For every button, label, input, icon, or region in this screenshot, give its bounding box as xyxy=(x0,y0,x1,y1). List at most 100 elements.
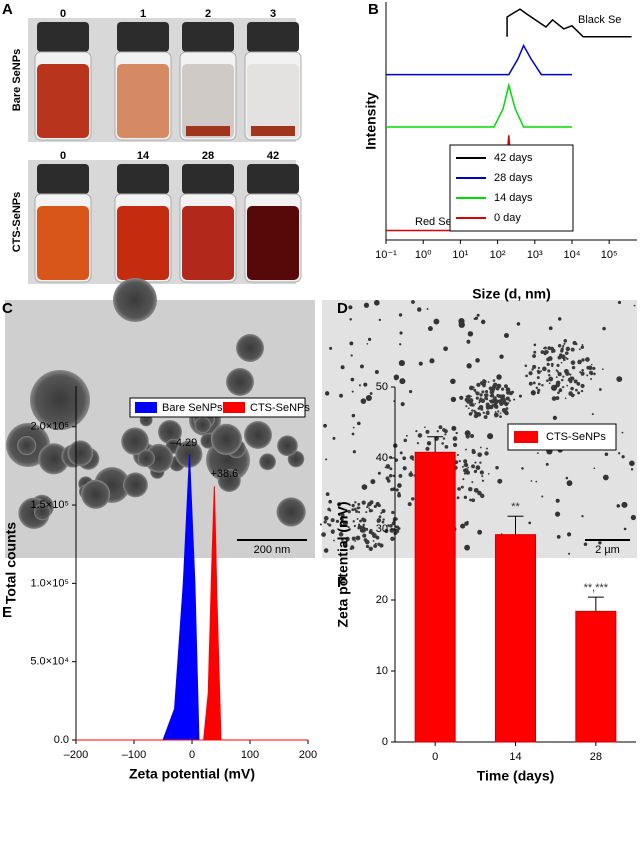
y-tick-label: 1.5×10⁵ xyxy=(30,499,69,511)
cluster xyxy=(479,446,482,449)
cluster xyxy=(560,347,564,352)
cluster xyxy=(408,472,414,477)
cluster xyxy=(442,437,446,440)
nanoparticle xyxy=(122,472,148,498)
particle xyxy=(530,390,536,396)
particle xyxy=(450,378,456,385)
cluster xyxy=(560,361,563,364)
cluster xyxy=(473,409,476,412)
y-tick-label: 20 xyxy=(376,594,388,606)
particle xyxy=(630,514,636,521)
x-tick-label: 10⁵ xyxy=(601,249,618,261)
x-tick-label: 0 xyxy=(432,751,438,763)
cluster xyxy=(469,401,474,407)
particle xyxy=(377,471,381,475)
vial-day: 0 xyxy=(60,150,66,162)
particle xyxy=(394,376,398,381)
particle xyxy=(378,318,382,322)
cluster xyxy=(493,382,498,387)
cluster xyxy=(323,520,327,524)
cluster xyxy=(581,368,584,372)
particle xyxy=(358,384,361,387)
particle xyxy=(426,441,432,446)
y-tick-label: 1.0×10⁵ xyxy=(30,577,69,589)
cluster xyxy=(560,354,566,360)
cluster xyxy=(489,399,494,404)
cluster xyxy=(407,502,412,507)
particle xyxy=(350,377,355,382)
cluster xyxy=(498,400,503,405)
particle xyxy=(443,346,448,352)
particle xyxy=(368,337,372,341)
vial-liquid xyxy=(182,206,234,280)
legend-label: CTS-SeNPs xyxy=(546,431,606,443)
cluster xyxy=(569,373,572,376)
cluster xyxy=(462,478,465,481)
cluster xyxy=(415,430,418,433)
images: 200 nm 2 µm xyxy=(5,18,637,558)
nanoparticle xyxy=(158,420,182,444)
cluster xyxy=(536,376,540,380)
cluster xyxy=(347,509,351,514)
vial-cap xyxy=(247,164,299,194)
cluster xyxy=(471,481,474,484)
y-tick-label: 40 xyxy=(376,452,388,464)
cluster xyxy=(573,379,578,384)
particle xyxy=(548,382,551,385)
particle xyxy=(554,511,561,517)
y-tick-label: 0.0 xyxy=(54,734,69,746)
cluster xyxy=(390,536,395,542)
particle xyxy=(475,358,480,363)
particle xyxy=(477,529,483,535)
particle xyxy=(516,322,521,326)
x-tick-label: 10¹ xyxy=(452,249,468,261)
particle xyxy=(374,299,380,306)
cluster xyxy=(345,536,350,542)
cluster xyxy=(569,391,572,394)
cluster xyxy=(373,504,377,509)
particle xyxy=(328,499,333,504)
nanoparticle xyxy=(30,370,90,430)
cluster xyxy=(548,376,554,382)
cluster xyxy=(436,430,439,433)
cluster xyxy=(585,357,590,362)
legend-label: 28 days xyxy=(494,172,533,184)
particle xyxy=(505,387,511,392)
cluster xyxy=(337,502,342,507)
cluster xyxy=(403,438,408,443)
particle xyxy=(339,393,343,398)
cluster xyxy=(557,371,562,377)
cluster xyxy=(564,351,569,355)
cluster xyxy=(389,467,393,471)
vial-cap xyxy=(247,22,299,52)
nanoparticle xyxy=(81,479,111,509)
cluster xyxy=(381,520,385,524)
cluster xyxy=(575,388,578,392)
y-tick-label: 2.0×10⁵ xyxy=(30,421,69,433)
vial-liquid xyxy=(117,64,169,138)
vial-cap xyxy=(182,22,234,52)
particle xyxy=(521,467,524,470)
cluster xyxy=(542,366,547,372)
particle xyxy=(363,302,370,308)
bar xyxy=(414,451,456,743)
cluster xyxy=(469,498,472,502)
nanoparticle xyxy=(217,468,241,492)
cluster xyxy=(355,535,361,541)
particle xyxy=(602,326,606,331)
cluster xyxy=(505,407,509,410)
particle xyxy=(459,395,464,400)
legend-label: Bare SeNPs xyxy=(162,402,223,414)
particle xyxy=(348,305,353,310)
particle xyxy=(351,413,356,418)
cluster xyxy=(362,529,366,533)
cluster xyxy=(477,452,483,458)
cluster xyxy=(475,465,481,471)
cluster xyxy=(505,396,510,401)
y-tick-label: 5.0×10⁴ xyxy=(30,656,69,668)
particle xyxy=(466,339,471,344)
cluster xyxy=(456,496,460,500)
particle xyxy=(593,467,596,470)
particle xyxy=(427,326,433,332)
cluster xyxy=(557,344,562,348)
